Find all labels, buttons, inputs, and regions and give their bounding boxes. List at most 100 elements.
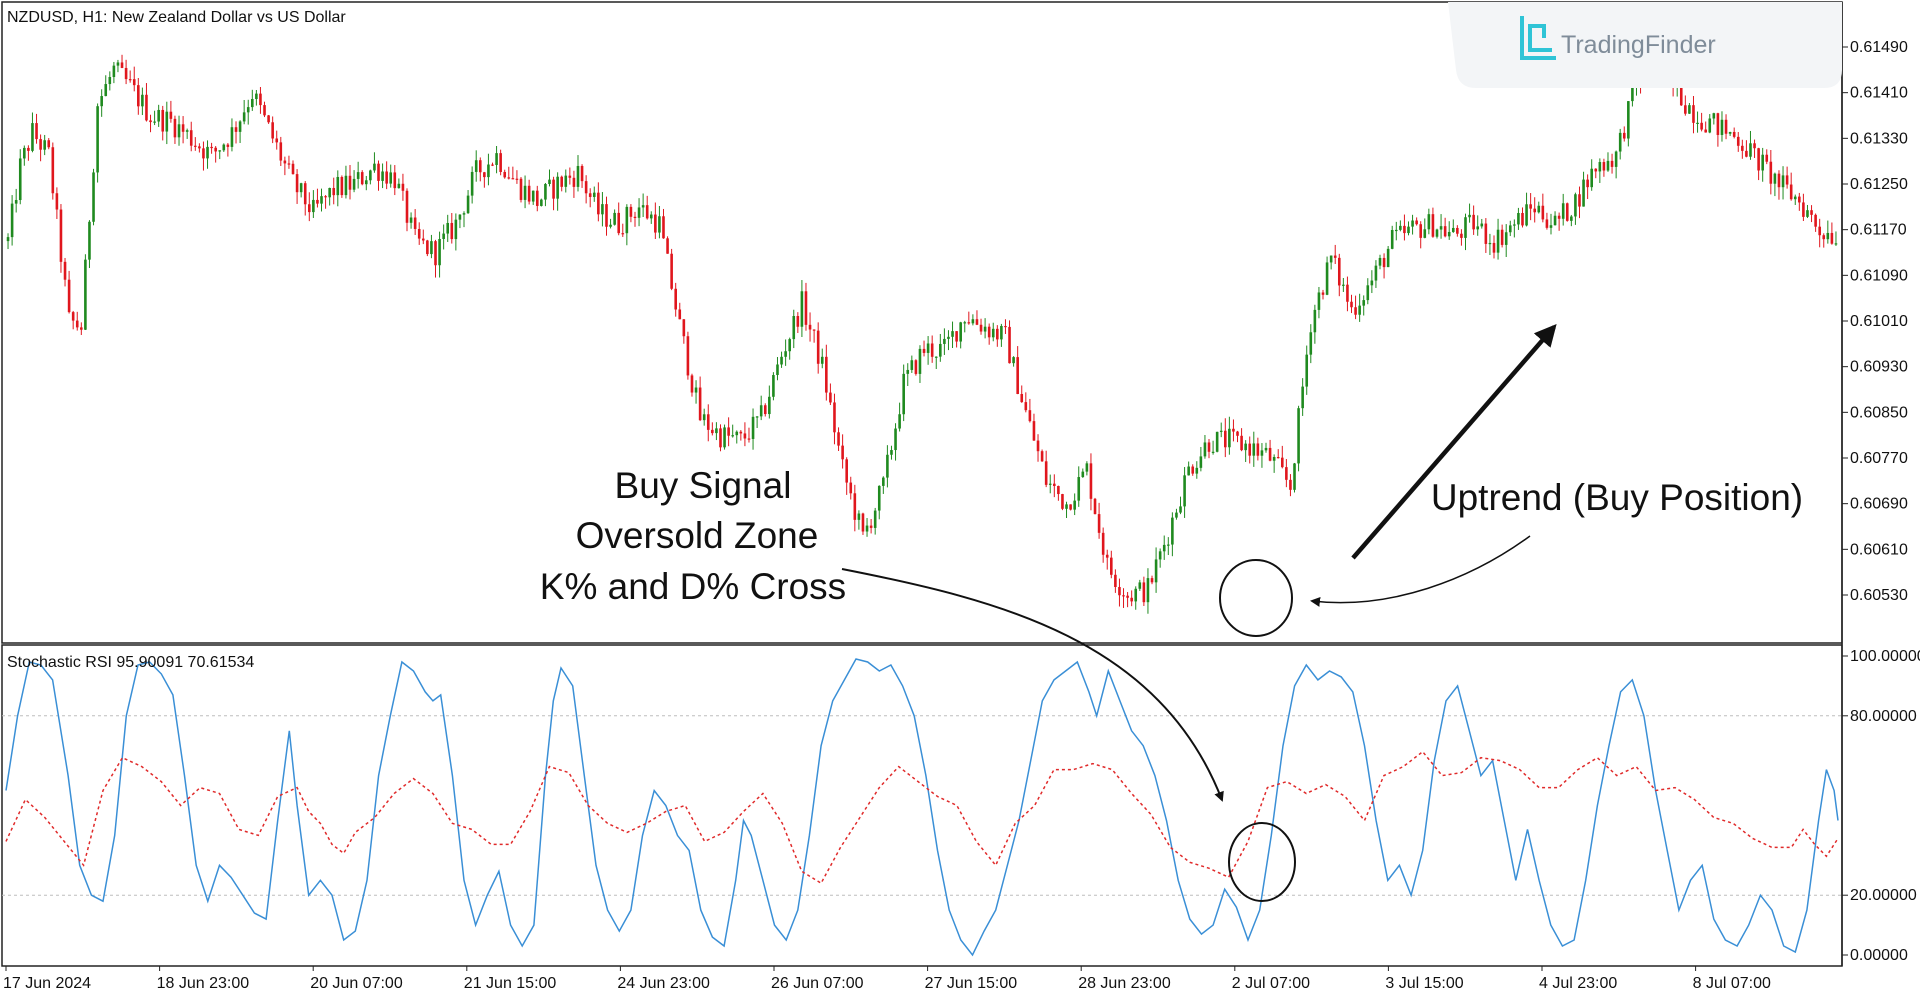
candle — [971, 314, 975, 326]
candle — [80, 322, 83, 335]
candle — [1553, 211, 1557, 226]
candle — [853, 484, 857, 532]
candle — [438, 231, 441, 278]
candle — [1134, 586, 1138, 610]
candle — [369, 169, 372, 185]
candle — [1578, 186, 1581, 219]
candle — [540, 198, 543, 207]
candle — [1785, 166, 1789, 189]
time-tick-label: 3 Jul 15:00 — [1385, 975, 1463, 992]
candle — [10, 195, 14, 246]
stochastic-rsi-lines — [5, 658, 1839, 957]
candle — [364, 175, 368, 191]
candle — [1464, 213, 1467, 251]
price-panel[interactable] — [1, 1, 1843, 644]
candle — [1574, 192, 1577, 225]
candle — [499, 149, 502, 176]
candle — [1020, 385, 1024, 403]
candle — [1024, 392, 1028, 413]
candle — [507, 166, 511, 180]
candle — [552, 176, 555, 211]
candle — [1403, 214, 1406, 241]
candle — [1366, 278, 1370, 305]
candle — [238, 120, 242, 143]
candle — [291, 160, 295, 175]
candle — [678, 302, 682, 320]
candle — [1439, 214, 1443, 239]
candle — [1484, 218, 1488, 253]
candle — [1215, 431, 1219, 453]
candle — [1317, 286, 1321, 319]
candle — [1537, 201, 1541, 214]
candle — [31, 112, 34, 153]
candle — [706, 404, 710, 442]
candle — [759, 395, 763, 421]
candle — [564, 169, 568, 193]
candle — [808, 312, 812, 342]
candle — [914, 359, 918, 376]
candle — [1769, 149, 1773, 195]
candle — [1753, 139, 1756, 158]
candle — [784, 339, 787, 366]
candle — [1154, 547, 1158, 593]
candle — [1114, 569, 1117, 593]
indicator-panel[interactable] — [1, 644, 1843, 967]
candle — [649, 211, 653, 224]
candle — [873, 507, 877, 535]
candle — [515, 170, 519, 184]
candle — [719, 424, 722, 452]
candle — [1460, 229, 1463, 246]
candle — [527, 179, 531, 205]
candle — [702, 408, 706, 426]
candle — [1508, 220, 1512, 237]
candle — [768, 385, 771, 419]
candle — [1325, 256, 1329, 296]
candle — [715, 422, 718, 441]
candle — [837, 427, 840, 452]
candle — [75, 311, 79, 331]
candle — [145, 83, 148, 122]
candle — [930, 335, 934, 363]
candle — [458, 214, 462, 229]
candle — [1211, 440, 1215, 455]
candle — [173, 115, 177, 144]
candle — [230, 118, 234, 152]
price-axis: 0.61490 0.61410 0.61330 0.61250 0.61170 0.610… — [1842, 39, 1908, 604]
candle — [149, 114, 152, 133]
candle — [1496, 218, 1500, 260]
candle — [1248, 436, 1252, 464]
candle — [588, 188, 592, 208]
candle — [1394, 221, 1398, 241]
candle — [1167, 537, 1170, 555]
candle — [1179, 496, 1182, 515]
candle — [800, 280, 804, 338]
candle — [833, 393, 836, 445]
candle — [483, 171, 486, 188]
candle — [137, 78, 140, 115]
candle — [450, 213, 454, 244]
candle — [214, 146, 217, 163]
candle — [1097, 502, 1101, 539]
candle — [535, 185, 539, 212]
candle — [523, 175, 527, 209]
candle — [902, 364, 905, 422]
price-tick-label: 0.60850 — [1850, 404, 1908, 421]
candle — [373, 152, 376, 173]
candle — [1044, 450, 1048, 488]
candle — [462, 211, 466, 228]
candle — [189, 121, 193, 152]
candle — [218, 150, 222, 160]
candle — [1590, 159, 1593, 191]
candle — [996, 325, 999, 347]
price-tick-label: 0.60930 — [1850, 359, 1908, 376]
candle — [531, 190, 535, 205]
candle — [882, 476, 885, 494]
candle — [641, 193, 645, 218]
candle — [865, 517, 869, 537]
candle — [1830, 222, 1834, 245]
candle — [356, 161, 360, 189]
candle — [1411, 214, 1414, 235]
candle — [1716, 112, 1720, 147]
candle — [426, 239, 429, 257]
candle — [1793, 194, 1797, 205]
